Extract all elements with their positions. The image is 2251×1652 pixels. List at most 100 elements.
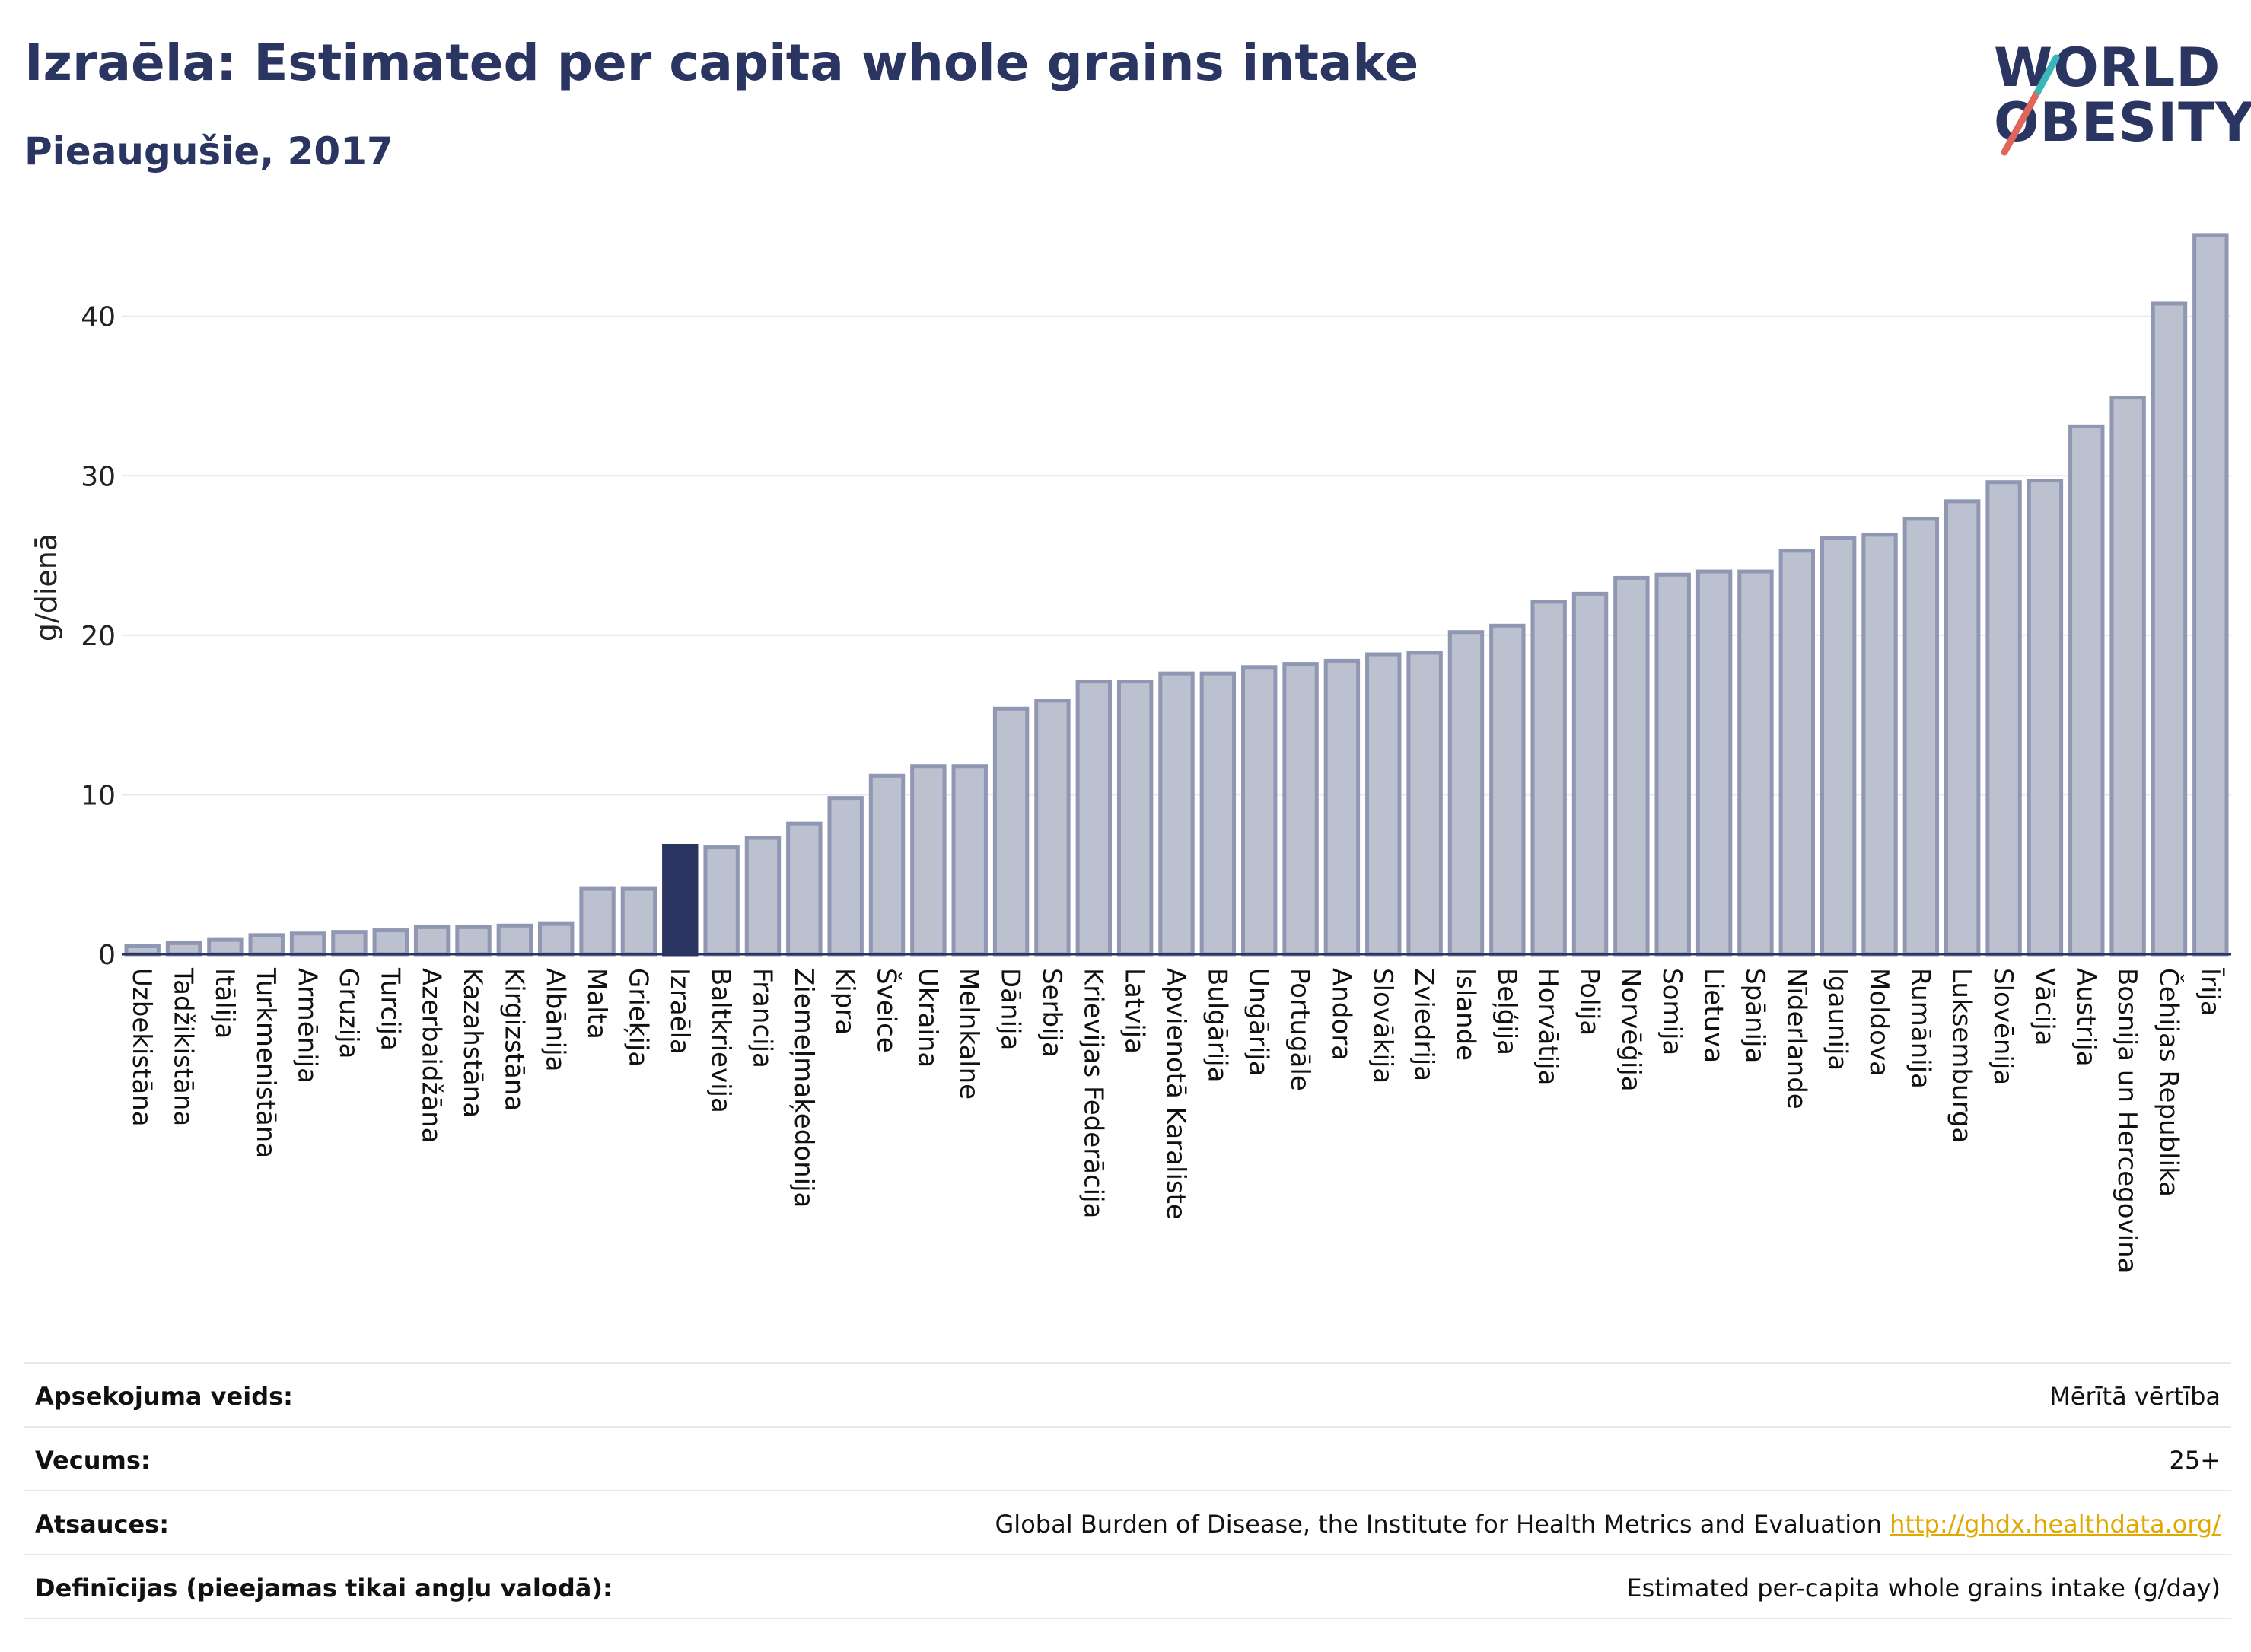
x-tick-label: Slovēnija: [1988, 968, 2018, 1085]
bar-8: [455, 925, 492, 957]
x-tick-label: Grieķija: [622, 968, 653, 1067]
bar-25: [1158, 671, 1195, 957]
x-tick-label: Zviedrija: [1409, 968, 1439, 1081]
x-tick-label: Vācija: [2029, 968, 2059, 1046]
x-tick-label: Luksemburga: [1947, 968, 1977, 1143]
y-axis-label: g/dienā: [30, 533, 63, 641]
x-tick-label: Ziemeļmaķedonija: [788, 968, 819, 1208]
bar-4: [289, 931, 326, 957]
x-tick-label: Norvēģija: [1616, 968, 1646, 1092]
chart-title: Izraēla: Estimated per capita whole grai…: [24, 33, 1419, 92]
bar-22: [1034, 699, 1071, 957]
x-tick-label: Azerbaidžāna: [416, 968, 447, 1144]
y-tick-label: 10: [81, 780, 116, 811]
bar-50: [2192, 233, 2229, 957]
x-tick-label: Malta: [581, 968, 612, 1039]
x-tick-label: Albānija: [540, 968, 571, 1071]
x-tick-label: Ukraina: [912, 968, 943, 1068]
bar-18: [868, 773, 906, 957]
bar-chart: 0 10 20 30 40 g/dienā Uzbekistāna Tadžikistāna I…: [30, 233, 2231, 1274]
bar-44: [1944, 499, 1981, 957]
x-tick-label: Kipra: [829, 968, 860, 1035]
info-table-bottom-border: [24, 1618, 2231, 1619]
bar-29: [1323, 658, 1361, 957]
y-tick-label: 20: [81, 621, 116, 652]
bar-15: [744, 836, 782, 957]
bar-31: [1406, 651, 1443, 957]
x-tick-label: Polija: [1574, 968, 1605, 1036]
info-row-age: Vecums: 25+: [24, 1426, 2231, 1491]
y-tick-label: 40: [81, 302, 116, 333]
x-tick-label: Apvienotā Karaliste: [1161, 968, 1191, 1220]
bar-49: [2151, 301, 2188, 957]
x-tick-label: Latvija: [1119, 968, 1150, 1054]
x-tick-label: Slovākija: [1367, 968, 1398, 1084]
bar-35: [1571, 591, 1609, 957]
bar-2: [207, 937, 244, 957]
definition-label: Definīcijas (pieejamas tikai angļu valod…: [35, 1574, 613, 1603]
definition-value: Estimated per-capita whole grains intake…: [1626, 1574, 2221, 1603]
x-tick-label: Horvātija: [1533, 968, 1563, 1085]
bar-7: [413, 925, 451, 957]
bar-46: [2027, 479, 2064, 957]
bar-10: [538, 921, 575, 957]
x-tick-label: Krievijas Federācija: [1078, 968, 1108, 1218]
bar-38: [1695, 569, 1733, 957]
x-tick-label: Andora: [1326, 968, 1356, 1061]
x-tick-label: Francija: [747, 968, 777, 1068]
x-tick-label: Tadžikistāna: [168, 967, 199, 1126]
bar-47: [2068, 424, 2105, 957]
x-tick-label: Ungārija: [1243, 968, 1274, 1077]
bar-11: [579, 886, 616, 957]
logo-line-2: OBESITY: [1994, 91, 2251, 154]
x-tick-label: Armēnija: [292, 968, 323, 1084]
x-tick-label: Moldova: [1864, 968, 1894, 1077]
bar-36: [1613, 575, 1650, 957]
bar-33: [1489, 623, 1526, 957]
x-tick-label: Austrija: [2071, 968, 2101, 1067]
bar-20: [951, 764, 988, 957]
bar-34: [1530, 600, 1567, 957]
bar-45: [1985, 480, 2022, 957]
x-tick-label: Portugāle: [1285, 968, 1315, 1091]
bar-28: [1282, 662, 1319, 957]
info-row-source: Atsauces: Global Burden of Disease, the …: [24, 1490, 2231, 1555]
x-tick-label: Spānija: [1740, 968, 1770, 1063]
bar-6: [372, 928, 409, 957]
bar-27: [1241, 665, 1278, 957]
x-tick-label: Lietuva: [1699, 968, 1729, 1063]
bar-5: [331, 930, 368, 957]
x-tick-label: Bosnija un Hercegovina: [2112, 968, 2142, 1274]
x-tick-label: Baltkrievija: [705, 968, 736, 1113]
source-value: Global Burden of Disease, the Institute …: [995, 1510, 2221, 1539]
bar-21: [992, 706, 1030, 957]
bar-24: [1116, 680, 1154, 957]
source-label: Atsauces:: [35, 1510, 169, 1539]
bar-3: [248, 933, 285, 957]
y-tick-label: 30: [81, 461, 116, 492]
survey-label: Apsekojuma veids:: [35, 1382, 293, 1411]
source-link[interactable]: http://ghdx.healthdata.org/: [1890, 1510, 2221, 1539]
bar-41: [1820, 536, 1857, 957]
bar-48: [2109, 396, 2146, 957]
x-tick-label: Kazahstāna: [457, 968, 488, 1118]
bar-43: [1902, 517, 1940, 957]
x-tick-label: Itālija: [209, 968, 240, 1039]
bar-32: [1447, 630, 1485, 957]
x-tick-label: Kirgizstāna: [498, 968, 529, 1111]
x-tick-label: Islande: [1450, 968, 1480, 1061]
age-value: 25+: [2169, 1446, 2221, 1475]
bar-26: [1199, 671, 1237, 957]
x-tick-label: Gruzija: [333, 968, 364, 1058]
world-obesity-logo: WORLD OBESITY: [1994, 30, 2251, 160]
bar-40: [1778, 549, 1815, 957]
source-text: Global Burden of Disease, the Institute …: [995, 1510, 1882, 1539]
x-tick-label: Turkmenistāna: [250, 967, 281, 1158]
x-tick-label: Rumānija: [1905, 968, 1935, 1089]
x-tick-label: Serbija: [1036, 968, 1067, 1058]
logo-slash-icon: [2001, 54, 2060, 156]
logo-line-1: WORLD: [1994, 37, 2221, 99]
bar-9: [496, 923, 533, 957]
x-tick-label: Igaunija: [1823, 968, 1853, 1071]
bar-30: [1365, 652, 1402, 957]
